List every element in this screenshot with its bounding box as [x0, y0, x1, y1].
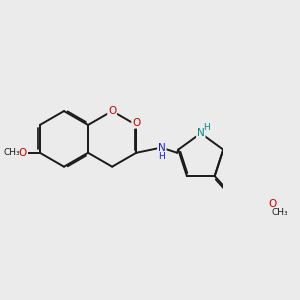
Text: CH₃: CH₃	[272, 208, 288, 217]
Text: O: O	[19, 148, 27, 158]
Text: O: O	[268, 199, 276, 209]
Text: H: H	[203, 123, 210, 132]
Text: O: O	[132, 118, 140, 128]
Text: H: H	[158, 152, 165, 161]
Text: N: N	[158, 143, 166, 153]
Text: O: O	[108, 106, 116, 116]
Text: N: N	[197, 128, 205, 138]
Text: CH₃: CH₃	[4, 148, 20, 157]
